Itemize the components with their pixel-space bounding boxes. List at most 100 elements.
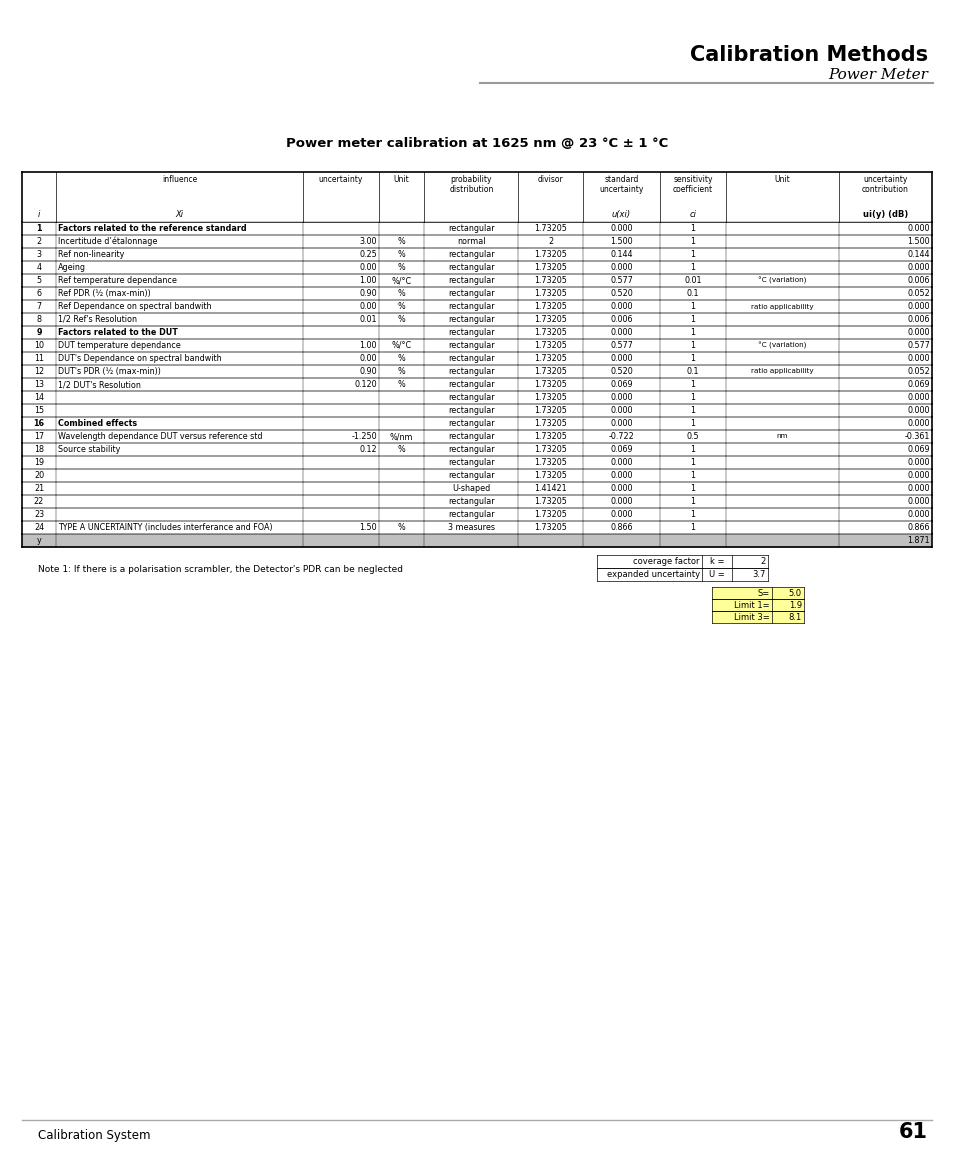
Text: %: %	[397, 380, 405, 389]
Bar	[22, 391, 931, 404]
Text: 1.73205: 1.73205	[534, 432, 566, 442]
Bar	[22, 482, 931, 495]
Bar	[597, 568, 767, 581]
Text: Ref PDR (½ (max-min)): Ref PDR (½ (max-min))	[58, 289, 151, 298]
Text: 1/2 DUT's Resolution: 1/2 DUT's Resolution	[58, 380, 141, 389]
Text: 1.73205: 1.73205	[534, 393, 566, 402]
Text: 1: 1	[690, 341, 695, 350]
Text: expanded uncertainty: expanded uncertainty	[606, 570, 700, 580]
Bar	[22, 469, 931, 482]
Text: 1.73205: 1.73205	[534, 406, 566, 415]
Text: coverage factor: coverage factor	[633, 557, 700, 566]
Text: 24: 24	[34, 523, 44, 532]
Text: °C (variation): °C (variation)	[758, 342, 805, 349]
Text: Combined effects: Combined effects	[58, 420, 137, 428]
Text: 0.052: 0.052	[906, 367, 929, 376]
Text: Ref temperature dependance: Ref temperature dependance	[58, 276, 176, 285]
Text: 1: 1	[690, 458, 695, 467]
Text: rectangular: rectangular	[448, 276, 494, 285]
Text: 18: 18	[34, 445, 44, 454]
Text: 1.73205: 1.73205	[534, 458, 566, 467]
Text: Unit: Unit	[394, 175, 409, 184]
Text: Ref non-linearity: Ref non-linearity	[58, 250, 124, 258]
Text: 0.25: 0.25	[359, 250, 376, 258]
Text: rectangular: rectangular	[448, 458, 494, 467]
Text: 14: 14	[34, 393, 44, 402]
Text: 3.7: 3.7	[752, 570, 765, 580]
Text: 1.73205: 1.73205	[534, 380, 566, 389]
Text: 1: 1	[690, 471, 695, 480]
Bar	[22, 300, 931, 313]
Text: 13: 13	[34, 380, 44, 389]
Text: 1: 1	[690, 236, 695, 246]
Text: 0.00: 0.00	[359, 263, 376, 272]
Bar	[711, 611, 771, 624]
Text: U =: U =	[708, 570, 724, 580]
Bar	[22, 248, 931, 261]
Text: 2: 2	[36, 236, 42, 246]
Text: rectangular: rectangular	[448, 380, 494, 389]
Text: k =: k =	[709, 557, 723, 566]
Text: 0.000: 0.000	[610, 471, 632, 480]
Text: 0.01: 0.01	[683, 276, 700, 285]
Text: %/nm: %/nm	[390, 432, 413, 442]
Text: 0.000: 0.000	[906, 471, 929, 480]
Text: 2: 2	[548, 236, 553, 246]
Text: 0.006: 0.006	[610, 315, 632, 325]
Text: 0.577: 0.577	[609, 341, 632, 350]
Text: 1.73205: 1.73205	[534, 367, 566, 376]
Text: 0.000: 0.000	[610, 328, 632, 337]
Text: 4: 4	[36, 263, 41, 272]
Text: 1.50: 1.50	[359, 523, 376, 532]
Text: 1: 1	[36, 224, 42, 233]
Text: probability
distribution: probability distribution	[449, 175, 493, 195]
Text: 10: 10	[34, 341, 44, 350]
Text: rectangular: rectangular	[448, 263, 494, 272]
Text: 1: 1	[690, 224, 695, 233]
Text: 1: 1	[690, 380, 695, 389]
Text: 11: 11	[34, 353, 44, 363]
Text: 1.73205: 1.73205	[534, 471, 566, 480]
Text: 0.144: 0.144	[906, 250, 929, 258]
Text: 1: 1	[690, 263, 695, 272]
Text: 17: 17	[34, 432, 44, 442]
Text: %: %	[397, 250, 405, 258]
Text: 0.052: 0.052	[906, 289, 929, 298]
Text: 7: 7	[36, 302, 42, 311]
Bar	[22, 378, 931, 391]
Text: Source stability: Source stability	[58, 445, 120, 454]
Text: 0.000: 0.000	[610, 302, 632, 311]
Text: 0.000: 0.000	[610, 420, 632, 428]
Text: normal: normal	[456, 236, 485, 246]
Text: U-shaped: U-shaped	[452, 484, 490, 493]
Text: i: i	[38, 210, 40, 219]
Text: rectangular: rectangular	[448, 471, 494, 480]
Text: 0.866: 0.866	[906, 523, 929, 532]
Text: 1.500: 1.500	[906, 236, 929, 246]
Text: u(xi): u(xi)	[611, 210, 630, 219]
Bar	[22, 534, 931, 547]
Text: 1.73205: 1.73205	[534, 510, 566, 519]
Text: 12: 12	[34, 367, 44, 376]
Text: rectangular: rectangular	[448, 315, 494, 325]
Text: 0.01: 0.01	[359, 315, 376, 325]
Text: 0.000: 0.000	[906, 420, 929, 428]
Text: 0.006: 0.006	[906, 276, 929, 285]
Bar	[22, 417, 931, 430]
Text: Ref Dependance on spectral bandwith: Ref Dependance on spectral bandwith	[58, 302, 212, 311]
Text: Power Meter: Power Meter	[827, 68, 927, 82]
Bar	[22, 365, 931, 378]
Text: Factors related to the reference standard: Factors related to the reference standar…	[58, 224, 247, 233]
Text: 1: 1	[690, 328, 695, 337]
Text: 8.1: 8.1	[788, 612, 801, 621]
Text: 0.120: 0.120	[354, 380, 376, 389]
Text: 0.000: 0.000	[906, 328, 929, 337]
Text: %: %	[397, 236, 405, 246]
Text: 1: 1	[690, 484, 695, 493]
Text: S=: S=	[757, 589, 769, 598]
Text: ci: ci	[689, 210, 696, 219]
Text: sensitivity
coefficient: sensitivity coefficient	[672, 175, 712, 195]
Text: 3 measures: 3 measures	[447, 523, 495, 532]
Text: ratio applicability: ratio applicability	[750, 369, 813, 374]
Text: 22: 22	[34, 497, 44, 506]
